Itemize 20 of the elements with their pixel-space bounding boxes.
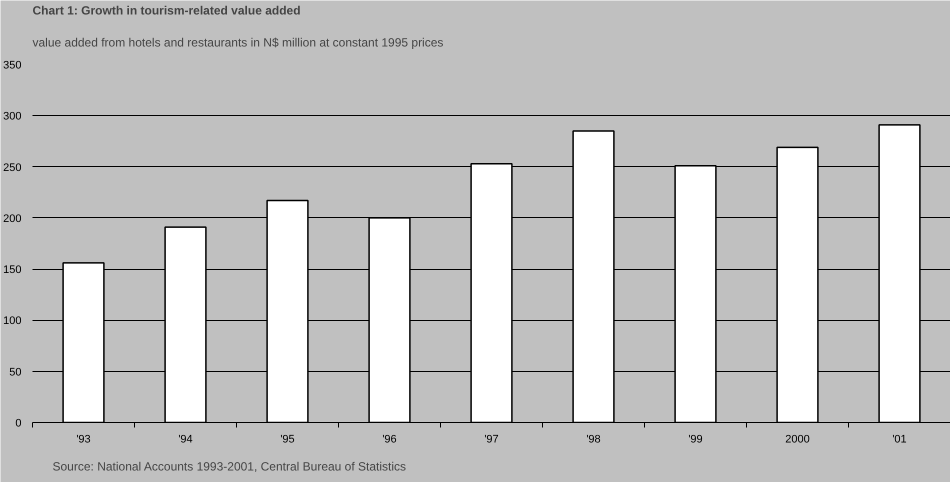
x-tick-label: '99 xyxy=(688,434,703,446)
x-tick-label: '94 xyxy=(178,434,193,446)
y-tick-label: 250 xyxy=(3,162,22,174)
y-tick-label: 350 xyxy=(3,60,22,72)
chart-subtitle: value added from hotels and restaurants in N$ million at constant 1995 prices xyxy=(32,36,444,50)
y-tick-label: 100 xyxy=(3,315,22,328)
y-tick-label: 150 xyxy=(3,264,22,276)
x-tick-label: '95 xyxy=(280,434,295,446)
x-tick-label: '98 xyxy=(586,434,601,446)
x-tick-label: '97 xyxy=(484,434,499,446)
x-tick-label: '96 xyxy=(382,434,397,446)
x-tick-label: 2000 xyxy=(785,434,810,446)
y-tick-label: 200 xyxy=(3,212,22,225)
x-tick-label: '93 xyxy=(76,434,91,446)
y-tick-label: 300 xyxy=(3,110,22,123)
x-tick-label: '01 xyxy=(892,434,907,446)
source-note: Source: National Accounts 1993-2001, Central Bureau of Statistics xyxy=(52,460,406,474)
y-tick-label: 0 xyxy=(15,418,22,430)
y-tick-label: 50 xyxy=(9,366,22,378)
chart-title: Chart 1: Growth in tourism-related value added xyxy=(32,4,301,18)
